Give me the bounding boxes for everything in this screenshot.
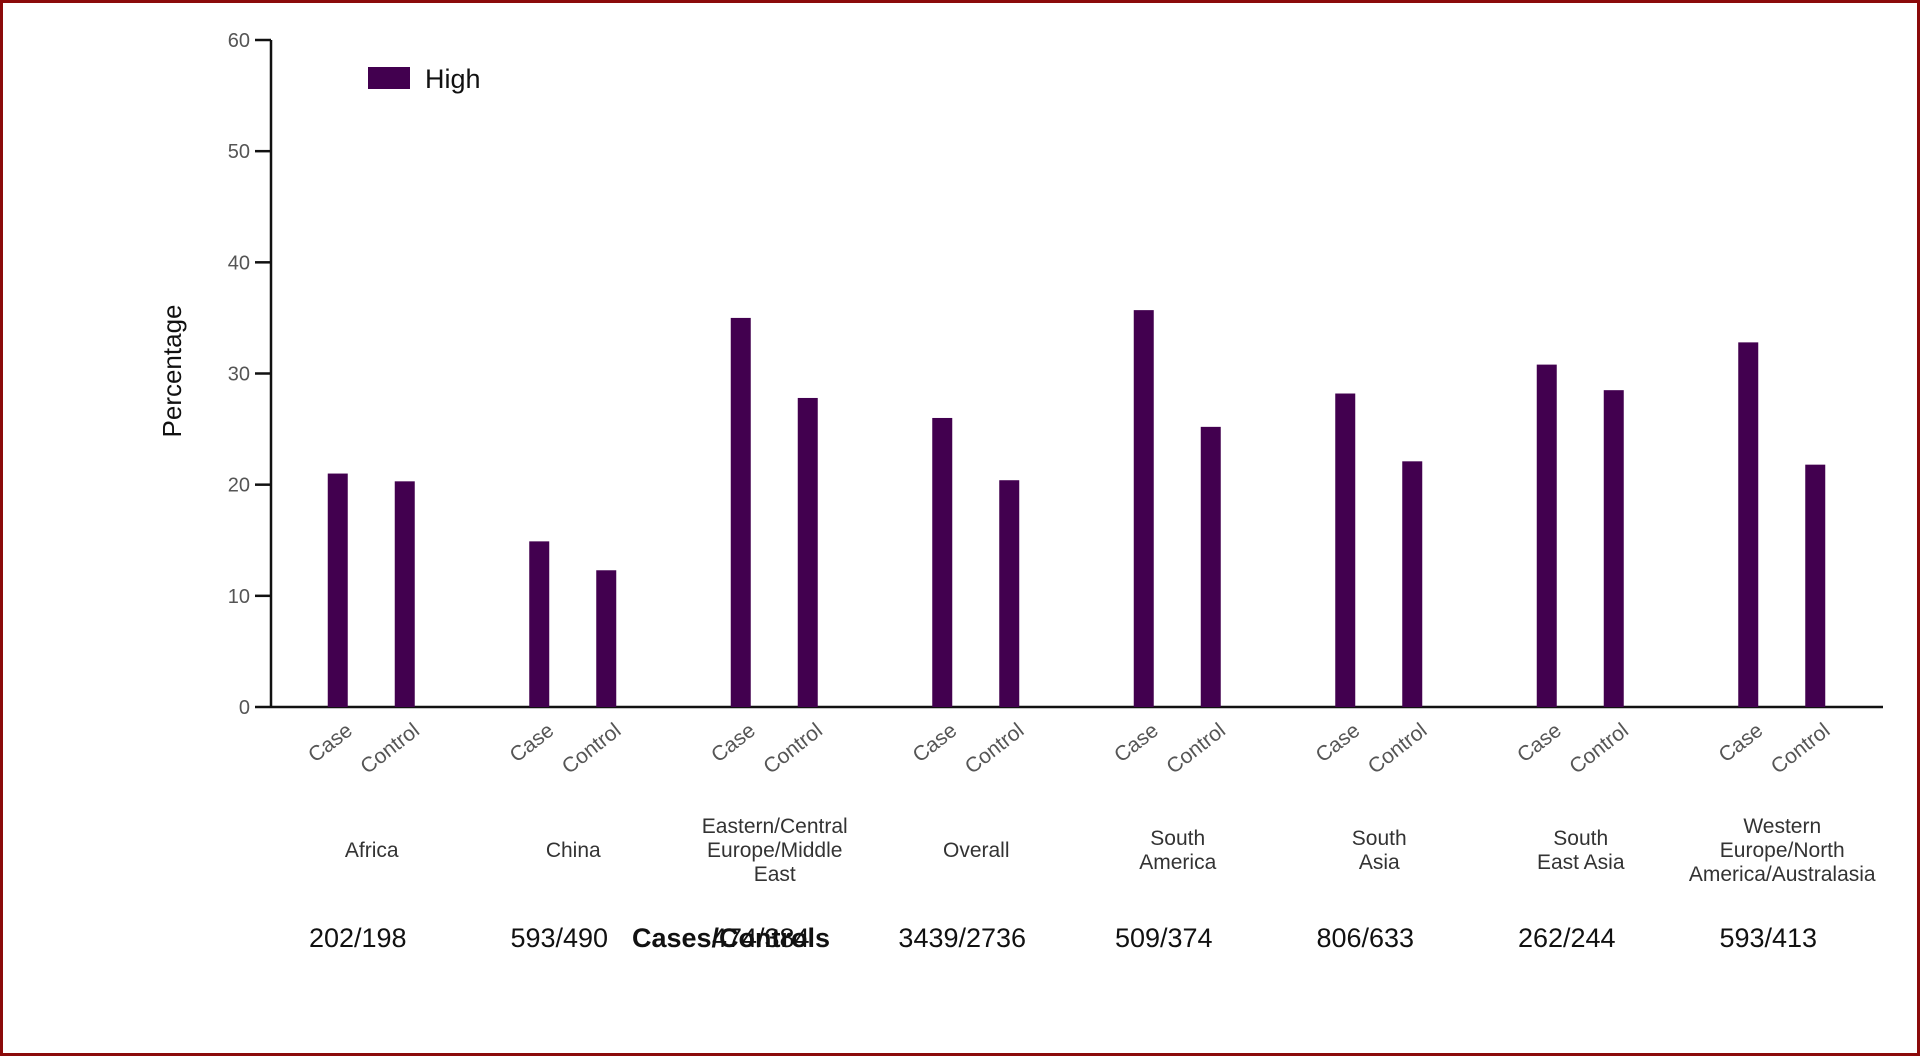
- x-category-label: Control: [1162, 719, 1230, 779]
- legend: High: [368, 64, 481, 94]
- bars: [327, 310, 1826, 707]
- group-label: Overall: [943, 839, 1010, 862]
- x-category-label: Case: [506, 719, 559, 767]
- y-tick-label: 30: [228, 364, 250, 386]
- group-label: South America: [1139, 827, 1216, 874]
- bar-control: [1603, 390, 1624, 707]
- y-tick-label: 0: [239, 697, 250, 719]
- bar-case: [529, 541, 550, 707]
- y-tick-label: 20: [228, 475, 250, 497]
- x-category-label: Case: [1312, 719, 1365, 767]
- group-label: Africa: [345, 839, 399, 862]
- x-category-label: Case: [1110, 719, 1163, 767]
- group-label: Western Europe/North America/Australasia: [1689, 815, 1876, 886]
- legend-label: High: [425, 64, 481, 94]
- x-category-label: Control: [961, 719, 1029, 779]
- x-category-label: Case: [1715, 719, 1768, 767]
- group-label: South Asia: [1352, 827, 1407, 874]
- y-tick-label: 50: [228, 141, 250, 163]
- group-label: South East Asia: [1537, 827, 1625, 874]
- x-category-label: Case: [909, 719, 962, 767]
- bar-control: [596, 570, 617, 707]
- x-category-label: Control: [1364, 719, 1432, 779]
- bar-control: [394, 481, 415, 707]
- y-axis-title: Percentage: [157, 305, 187, 438]
- bar-control: [999, 480, 1020, 707]
- group-label: China: [546, 839, 601, 862]
- x-category-labels: Case Control Case Control Case Control Case Con…: [304, 719, 1834, 779]
- bar-case: [1133, 310, 1154, 707]
- y-tick-label: 40: [228, 252, 250, 274]
- bar-case: [932, 417, 953, 707]
- x-category-label: Case: [304, 719, 357, 767]
- x-category-label: Control: [1565, 719, 1633, 779]
- legend-swatch: [368, 67, 410, 89]
- x-category-label: Control: [759, 719, 827, 779]
- bar-case: [327, 473, 348, 707]
- counts-label: 593/413: [1719, 923, 1817, 953]
- x-category-label: Control: [356, 719, 424, 779]
- bar-case: [1536, 364, 1557, 707]
- counts-label: 3439/2736: [898, 923, 1026, 953]
- bar-case: [730, 317, 751, 707]
- group-label: Eastern/Central Europe/Middle East: [702, 815, 848, 886]
- x-category-label: Control: [1767, 719, 1835, 779]
- y-axis: 0 10 20 30 40 50 60: [228, 30, 1883, 719]
- counts-label: 509/374: [1115, 923, 1213, 953]
- x-category-label: Case: [707, 719, 760, 767]
- bar-control: [1200, 426, 1221, 707]
- counts-label: 806/633: [1316, 923, 1414, 953]
- bar-control: [797, 397, 818, 707]
- x-category-label: Control: [558, 719, 626, 779]
- counts-title: Cases/Controls: [632, 923, 830, 953]
- bar-case: [1738, 342, 1759, 707]
- x-category-label: Case: [1513, 719, 1566, 767]
- bar-case: [1335, 393, 1356, 707]
- counts-labels: 202/198 593/490 474/384 3439/2736 509/374 806…: [309, 923, 1817, 953]
- bar-control: [1402, 461, 1423, 707]
- y-tick-label: 60: [228, 30, 250, 52]
- y-tick-label: 10: [228, 586, 250, 608]
- counts-label: 262/244: [1518, 923, 1616, 953]
- bar-control: [1805, 464, 1826, 707]
- counts-label: 593/490: [510, 923, 608, 953]
- counts-label: 474/384: [712, 923, 810, 953]
- group-labels: Africa China Eastern/Central Europe/Middle E…: [345, 815, 1876, 886]
- counts-label: 202/198: [309, 923, 407, 953]
